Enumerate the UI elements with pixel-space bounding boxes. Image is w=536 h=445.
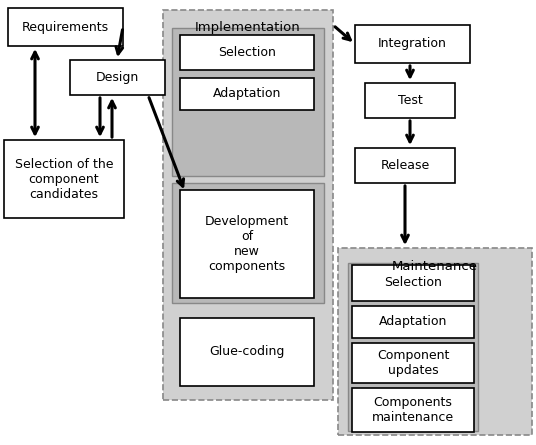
Text: Selection: Selection [218, 46, 276, 59]
Text: Development
of
new
components: Development of new components [205, 215, 289, 273]
Text: Integration: Integration [378, 37, 447, 50]
Text: Components
maintenance: Components maintenance [372, 396, 454, 424]
Bar [172, 28, 324, 176]
Bar [180, 78, 314, 110]
Text: Implementation: Implementation [195, 21, 301, 35]
Text: Glue-coding: Glue-coding [210, 345, 285, 359]
Bar [348, 263, 478, 431]
Text: Requirements: Requirements [22, 20, 109, 33]
Bar [352, 265, 474, 301]
Bar [163, 10, 333, 400]
Bar [180, 35, 314, 70]
Text: Adaptation: Adaptation [213, 88, 281, 101]
Bar [8, 8, 123, 46]
Text: Release: Release [381, 159, 430, 172]
Bar [70, 60, 165, 95]
Bar [355, 25, 470, 63]
Text: Adaptation: Adaptation [379, 316, 447, 328]
Text: Maintenance: Maintenance [392, 259, 478, 272]
Bar [365, 83, 455, 118]
Text: Component
updates: Component updates [377, 349, 449, 377]
Bar [352, 388, 474, 432]
Text: Design: Design [96, 71, 139, 84]
Text: Test: Test [398, 94, 422, 107]
Text: Selection of the
component
candidates: Selection of the component candidates [15, 158, 113, 201]
Bar [338, 248, 532, 435]
Bar [4, 140, 124, 218]
Bar [172, 183, 324, 303]
Bar [355, 148, 455, 183]
Bar [352, 343, 474, 383]
Text: Selection: Selection [384, 276, 442, 290]
Bar [352, 306, 474, 338]
Bar [180, 190, 314, 298]
Bar [180, 318, 314, 386]
